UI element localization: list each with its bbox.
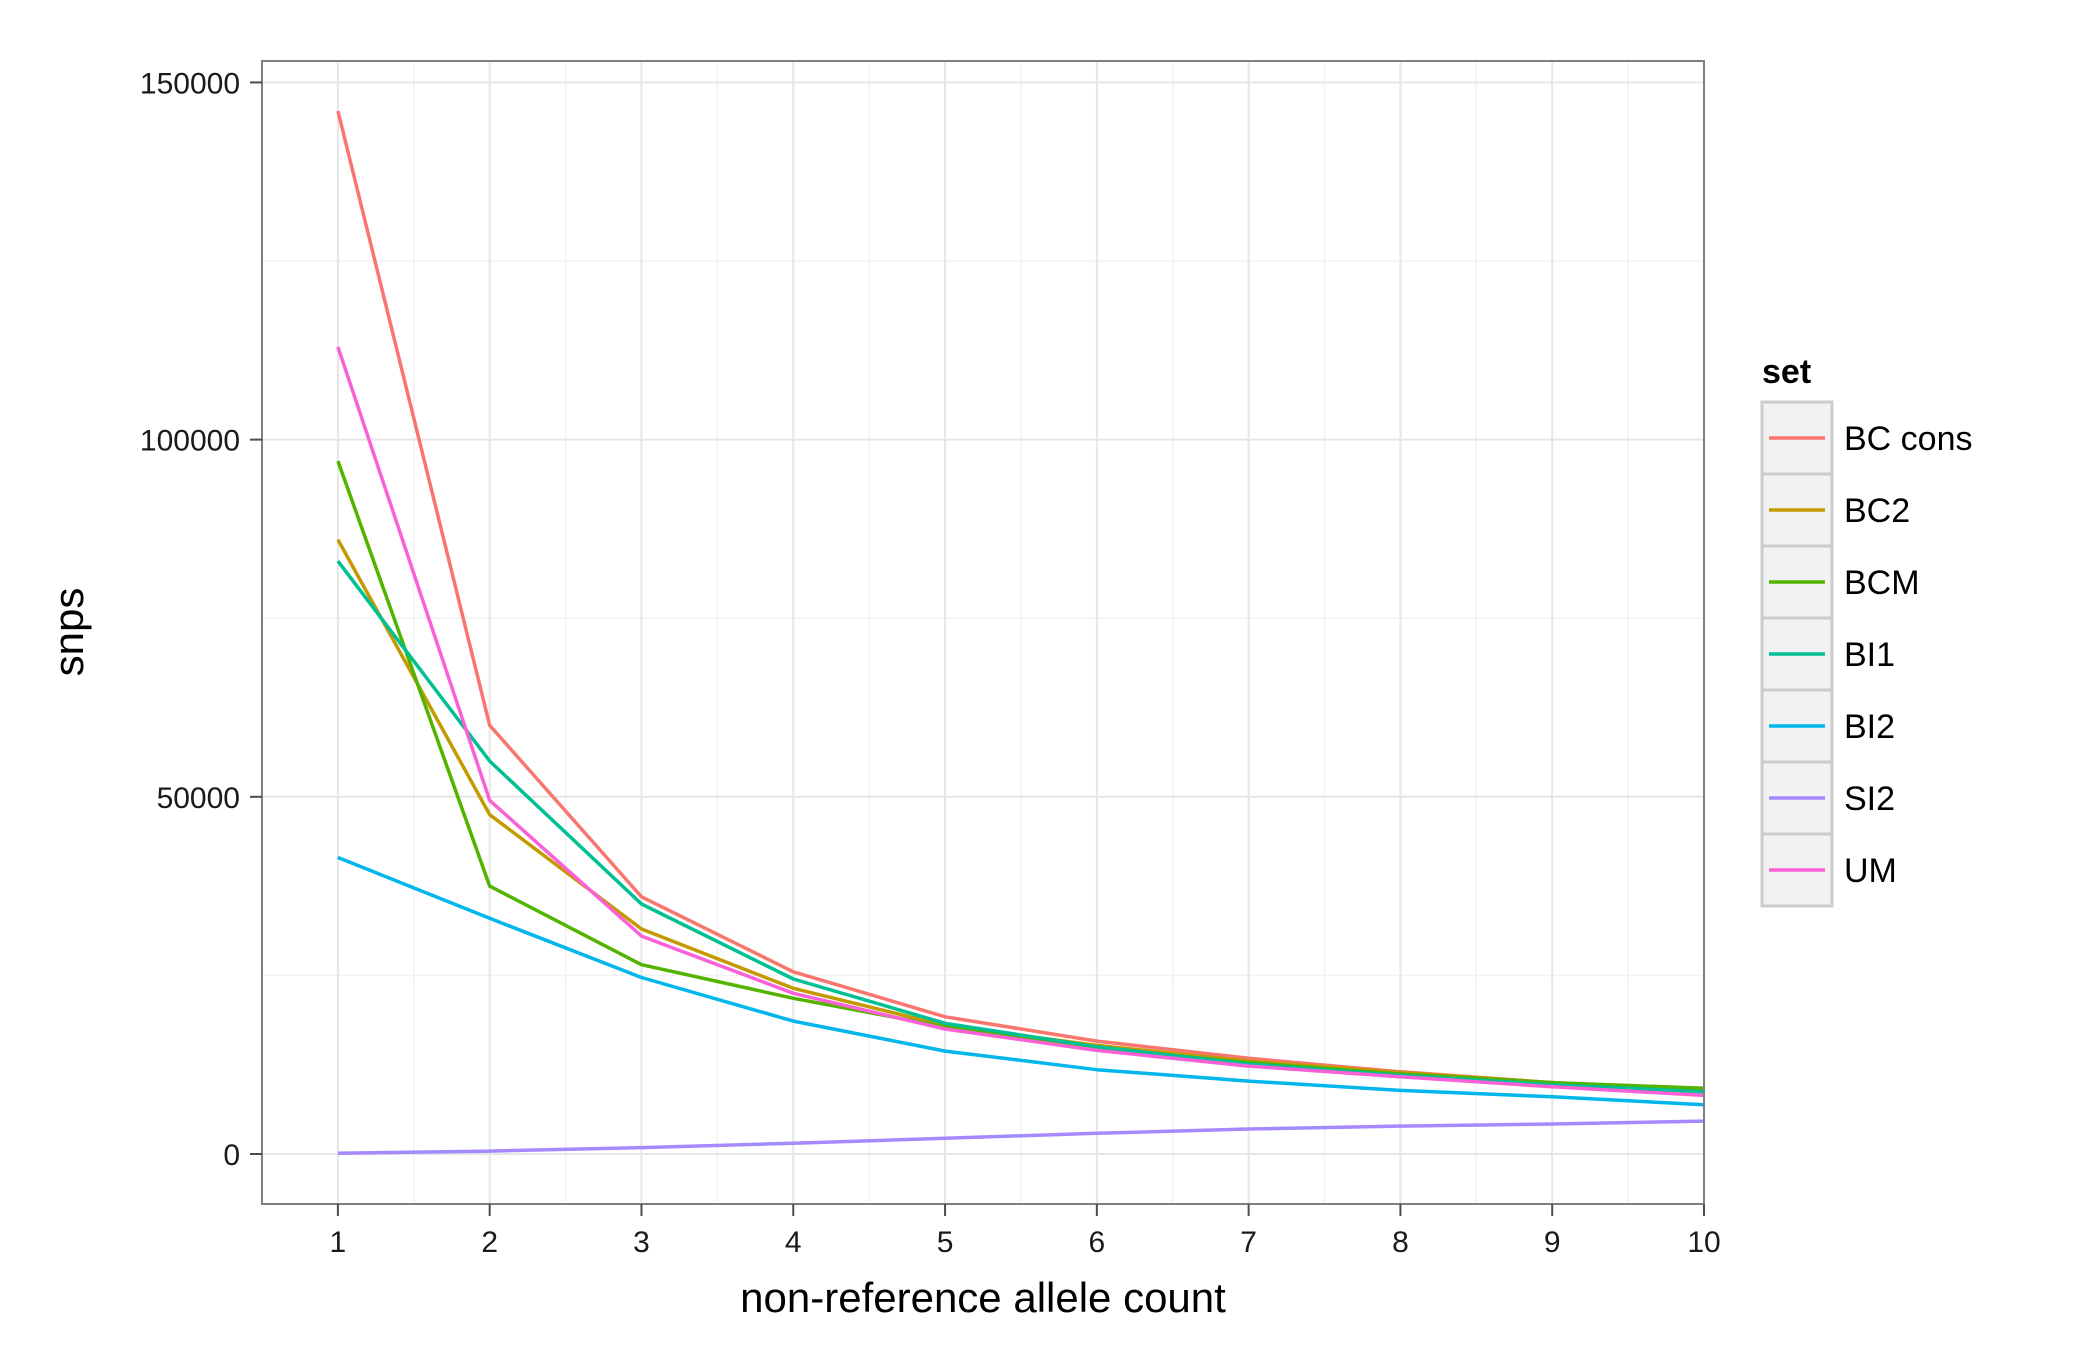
x-tick-label: 5	[937, 1226, 954, 1259]
legend: set BC cons BC2 BCM BI1 BI2 SI2 UM	[1760, 353, 1973, 908]
x-tick-label: 2	[481, 1226, 498, 1259]
series-line-si2	[337, 1119, 1705, 1156]
y-tick-label: 0	[223, 1139, 240, 1172]
series-lines	[336, 110, 1705, 1156]
legend-item-bcm: BCM	[1760, 544, 1920, 620]
y-tick-label: 50000	[157, 782, 240, 815]
y-tick-label: 150000	[140, 67, 240, 100]
x-tick-label: 3	[633, 1226, 650, 1259]
x-axis-title: non-reference allele count	[740, 1274, 1226, 1321]
legend-label: BI1	[1844, 636, 1895, 674]
x-tick-label: 1	[330, 1226, 347, 1259]
plot-border	[261, 60, 1705, 1205]
plot-panel	[262, 61, 1704, 1204]
x-tick-label: 10	[1687, 1226, 1720, 1259]
legend-label: UM	[1844, 852, 1897, 890]
y-tick-label: 100000	[140, 425, 240, 458]
legend-item-si2: SI2	[1760, 760, 1895, 836]
legend-item-bi2: BI2	[1760, 688, 1895, 764]
legend-label: BC2	[1844, 492, 1910, 530]
legend-title: set	[1762, 353, 1811, 391]
legend-item-bc2: BC2	[1760, 472, 1910, 548]
y-axis-title: snps	[45, 588, 92, 677]
legend-label: BI2	[1844, 708, 1895, 746]
x-tick-label: 6	[1088, 1226, 1105, 1259]
legend-item-bi1: BI1	[1760, 616, 1895, 692]
series-line-um	[336, 346, 1705, 1098]
series-line-bi2	[337, 855, 1705, 1107]
legend-label: SI2	[1844, 780, 1895, 818]
minor-gridlines	[262, 61, 1704, 1204]
x-tick-label: 8	[1392, 1226, 1409, 1259]
legend-label: BCM	[1844, 564, 1920, 602]
legend-label: BC cons	[1844, 420, 1973, 458]
legend-item-bc-cons: BC cons	[1760, 400, 1973, 476]
x-tick-label: 9	[1544, 1226, 1561, 1259]
x-tick-label: 4	[785, 1226, 802, 1259]
y-axis: 0 50000 100000 150000	[140, 67, 262, 1172]
legend-item-um: UM	[1760, 832, 1897, 908]
x-axis: 1 2 3 4 5 6 7 8 9 10	[330, 1204, 1721, 1259]
x-tick-label: 7	[1240, 1226, 1257, 1259]
